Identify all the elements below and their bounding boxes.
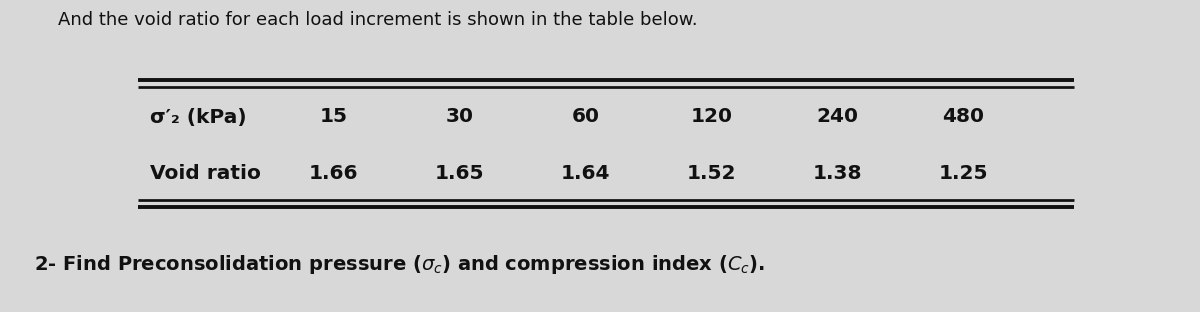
Text: 1.52: 1.52 (686, 164, 737, 183)
Text: 1.25: 1.25 (938, 164, 989, 183)
Text: 1.64: 1.64 (560, 164, 611, 183)
Text: 1.38: 1.38 (812, 164, 863, 183)
Text: 1.65: 1.65 (434, 164, 485, 183)
Text: 2- Find Preconsolidation pressure ($\sigma_c$) and compression index ($C_c$).: 2- Find Preconsolidation pressure ($\sig… (34, 253, 764, 276)
Text: 60: 60 (571, 108, 600, 126)
Text: 15: 15 (319, 108, 348, 126)
Text: σ′₂ (kPa): σ′₂ (kPa) (150, 108, 247, 126)
Text: 120: 120 (691, 108, 732, 126)
Text: 480: 480 (943, 108, 985, 126)
Text: Void ratio: Void ratio (150, 164, 260, 183)
Text: 30: 30 (445, 108, 474, 126)
Text: 240: 240 (816, 108, 859, 126)
Text: 1.66: 1.66 (308, 164, 359, 183)
Text: And the void ratio for each load increment is shown in the table below.: And the void ratio for each load increme… (58, 11, 697, 29)
